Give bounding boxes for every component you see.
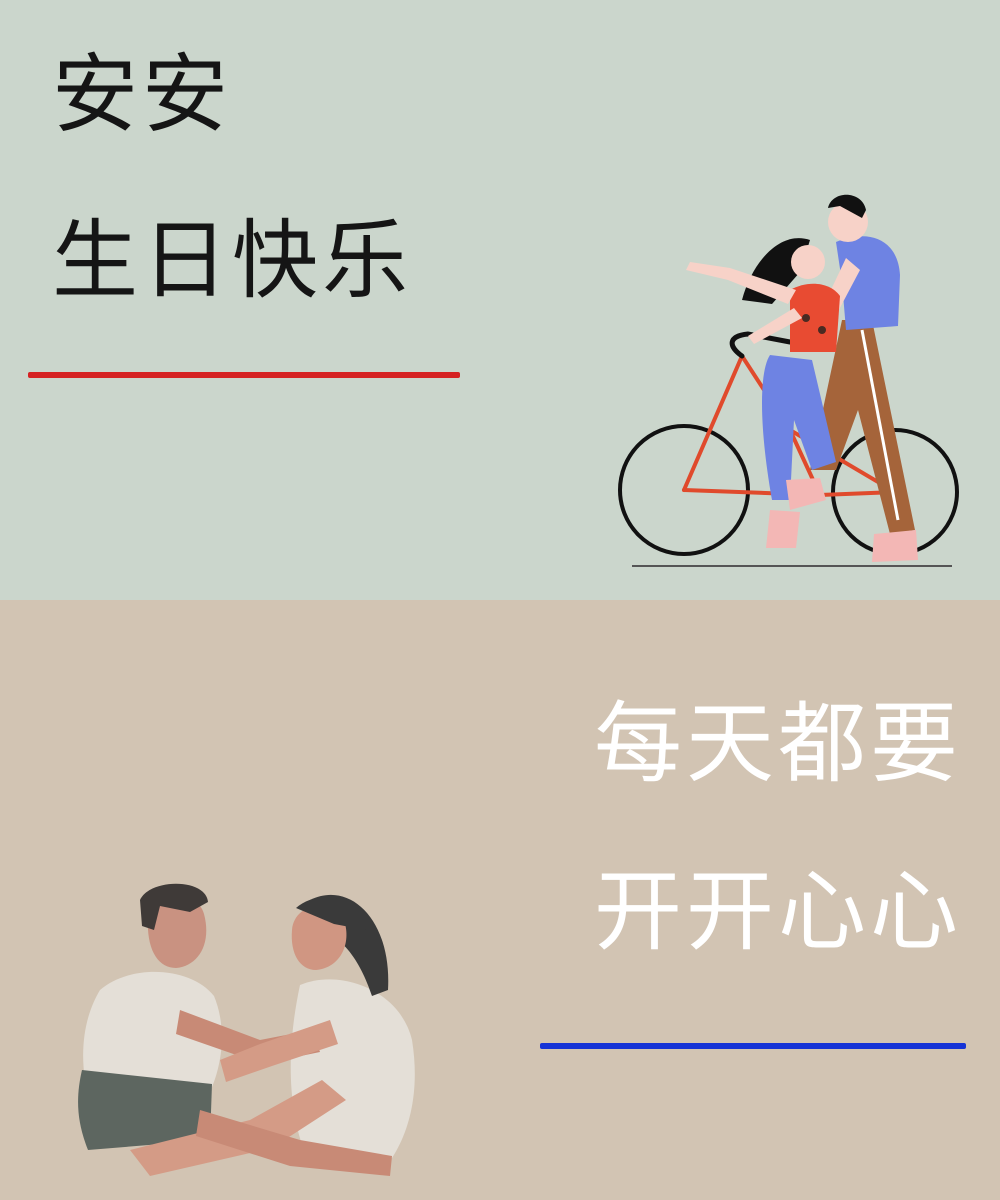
bottom-panel: 每天都要 开开心心 xyxy=(0,600,1000,1200)
slogan-line-2: 开开心心 xyxy=(593,860,962,963)
title-name: 安安 xyxy=(52,45,232,145)
couple-bicycle-illustration xyxy=(618,194,959,567)
top-panel: 安安 生日快乐 xyxy=(0,0,1000,600)
blue-divider xyxy=(540,1043,966,1049)
title-birthday: 生日快乐 xyxy=(52,211,412,311)
red-divider xyxy=(28,372,460,378)
couple-sitting-illustration xyxy=(78,883,415,1176)
slogan-line-1: 每天都要 xyxy=(593,692,962,795)
